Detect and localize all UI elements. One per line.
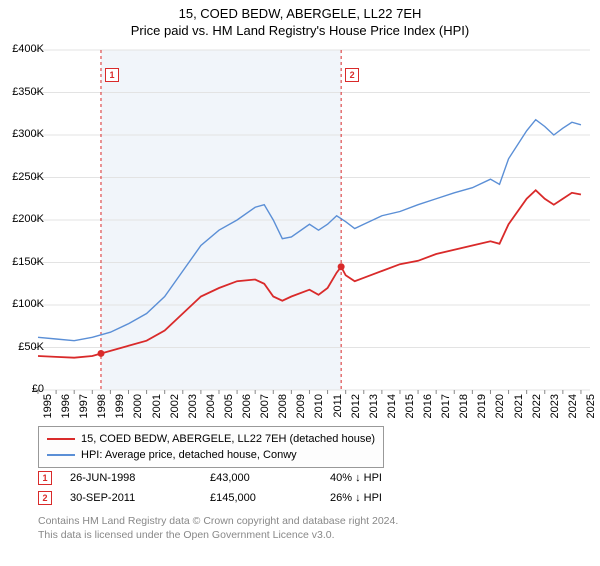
xtick-label: 2007	[259, 394, 271, 424]
sale-marker-2: 2	[345, 68, 359, 82]
sale-date: 26-JUN-1998	[70, 472, 210, 484]
ytick-label: £300K	[4, 128, 44, 140]
xtick-label: 2011	[332, 394, 344, 424]
legend-swatch	[47, 438, 75, 440]
xtick-label: 2025	[585, 394, 597, 424]
xtick-label: 1997	[78, 394, 90, 424]
ytick-label: £400K	[4, 43, 44, 55]
sale-price: £43,000	[210, 472, 330, 484]
ytick-label: £200K	[4, 213, 44, 225]
xtick-label: 2008	[277, 394, 289, 424]
xtick-label: 1996	[60, 394, 72, 424]
chart-title: 15, COED BEDW, ABERGELE, LL22 7EH	[0, 6, 600, 21]
sale-diff: 40% ↓ HPI	[330, 472, 382, 484]
xtick-label: 2019	[476, 394, 488, 424]
legend-label: HPI: Average price, detached house, Conw…	[81, 449, 297, 461]
sale-price: £145,000	[210, 492, 330, 504]
sale-row-marker: 1	[38, 471, 52, 485]
sale-diff: 26% ↓ HPI	[330, 492, 382, 504]
xtick-label: 2001	[151, 394, 163, 424]
sale-date: 30-SEP-2011	[70, 492, 210, 504]
xtick-label: 2023	[549, 394, 561, 424]
xtick-label: 2009	[295, 394, 307, 424]
legend-item: HPI: Average price, detached house, Conw…	[47, 447, 375, 463]
ytick-label: £100K	[4, 298, 44, 310]
chart-container: 15, COED BEDW, ABERGELE, LL22 7EH Price …	[0, 6, 600, 566]
sale-marker-1: 1	[105, 68, 119, 82]
xtick-label: 2017	[440, 394, 452, 424]
xtick-label: 2005	[223, 394, 235, 424]
plot-svg	[38, 50, 590, 390]
chart-plot: 12	[38, 50, 590, 390]
chart-subtitle: Price paid vs. HM Land Registry's House …	[0, 23, 600, 38]
xtick-label: 1998	[96, 394, 108, 424]
ytick-label: £250K	[4, 171, 44, 183]
ytick-label: £0	[4, 383, 44, 395]
footer-line-2: This data is licensed under the Open Gov…	[38, 528, 398, 542]
ytick-label: £350K	[4, 86, 44, 98]
xtick-label: 2024	[567, 394, 579, 424]
xtick-label: 2000	[132, 394, 144, 424]
sale-row: 1 26-JUN-1998£43,00040% ↓ HPI	[38, 468, 382, 488]
footer-attribution: Contains HM Land Registry data © Crown c…	[38, 514, 398, 542]
ytick-label: £150K	[4, 256, 44, 268]
xtick-label: 2013	[368, 394, 380, 424]
legend-swatch	[47, 454, 75, 456]
xtick-label: 2021	[513, 394, 525, 424]
footer-line-1: Contains HM Land Registry data © Crown c…	[38, 514, 398, 528]
sale-row: 2 30-SEP-2011£145,00026% ↓ HPI	[38, 488, 382, 508]
ytick-label: £50K	[4, 341, 44, 353]
sale-row-marker: 2	[38, 491, 52, 505]
xtick-label: 2002	[169, 394, 181, 424]
xtick-label: 2012	[350, 394, 362, 424]
xtick-label: 2015	[404, 394, 416, 424]
xtick-label: 2006	[241, 394, 253, 424]
legend-item: 15, COED BEDW, ABERGELE, LL22 7EH (detac…	[47, 431, 375, 447]
sales-table: 1 26-JUN-1998£43,00040% ↓ HPI 2 30-SEP-2011…	[38, 468, 382, 508]
xtick-label: 2018	[458, 394, 470, 424]
xtick-label: 2014	[386, 394, 398, 424]
legend-label: 15, COED BEDW, ABERGELE, LL22 7EH (detac…	[81, 433, 375, 445]
xtick-label: 2004	[205, 394, 217, 424]
xtick-label: 2016	[422, 394, 434, 424]
xtick-label: 2022	[531, 394, 543, 424]
xtick-label: 2010	[313, 394, 325, 424]
xtick-label: 1995	[42, 394, 54, 424]
xtick-label: 2020	[494, 394, 506, 424]
xtick-label: 2003	[187, 394, 199, 424]
xtick-label: 1999	[114, 394, 126, 424]
legend: 15, COED BEDW, ABERGELE, LL22 7EH (detac…	[38, 426, 384, 468]
